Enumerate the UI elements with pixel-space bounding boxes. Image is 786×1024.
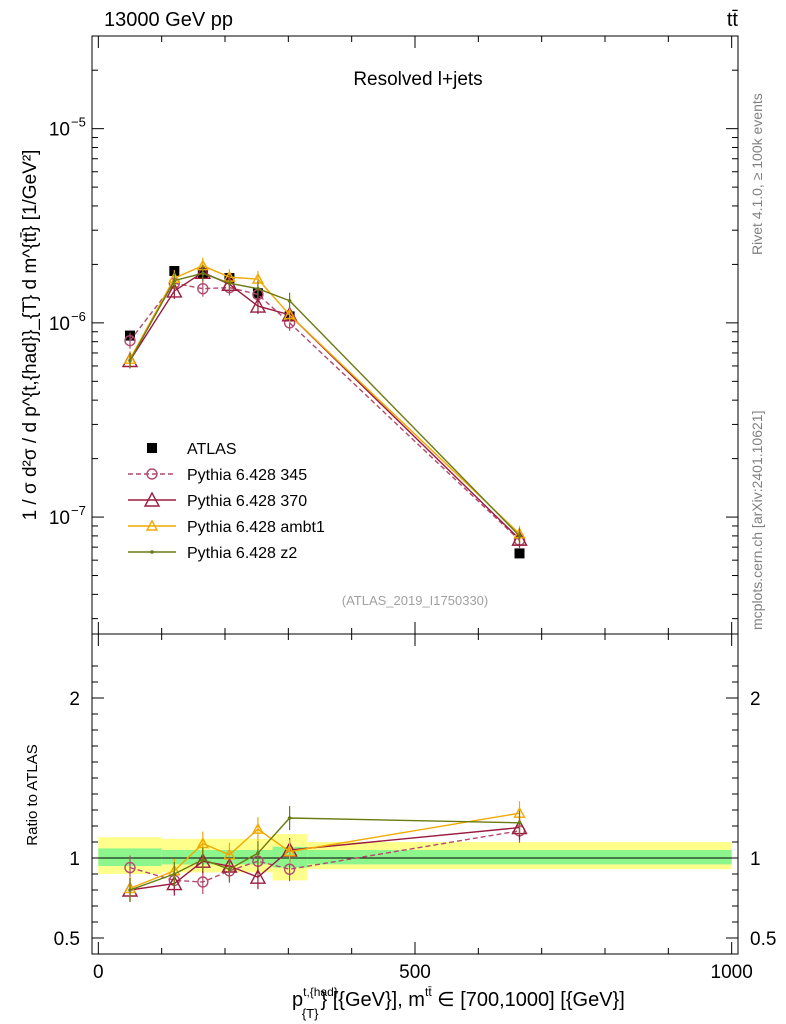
ratio-point (256, 851, 260, 855)
ratio-point (172, 872, 177, 876)
legend-marker (145, 519, 159, 531)
legend-label: ATLAS (187, 441, 237, 458)
legend-label: Pythia 6.428 z2 (187, 545, 297, 562)
legend-marker (146, 468, 158, 480)
data-point (124, 334, 136, 347)
ratio-tick-label: 0.5 (54, 929, 80, 950)
ratio-panel-frame (91, 633, 739, 955)
legend: ATLAS Pythia 6.428 345 Pythia 6.428 370 Pyt… (128, 441, 325, 562)
data-point (249, 297, 267, 313)
ratio-band-green (161, 850, 187, 865)
ratio-series-layer (121, 801, 528, 902)
ratio-tick-label: 2 (69, 689, 80, 710)
y-tick-label: 10 (49, 314, 70, 335)
y-tick-label: 10 (49, 508, 70, 529)
ratio-tick-label-right: 0.5 (750, 929, 776, 950)
data-point (227, 281, 232, 286)
ratio-axis-ticks: 0.5 0.5 1 1 2 2 (54, 665, 776, 950)
xlabel-tail: ∈ [700,1000] [{GeV}] (432, 989, 625, 1011)
xlabel-rest: } [{GeV}], m (320, 989, 425, 1011)
ratio-point (227, 867, 232, 871)
legend-marker (150, 550, 154, 554)
x-tick-label: 1000 (711, 962, 753, 983)
data-point (511, 530, 528, 546)
legend-marker (147, 443, 157, 453)
ratio-tick-label-right: 1 (750, 849, 761, 870)
ratio-tick-label-right: 2 (750, 689, 761, 710)
header-right: tt̄ (727, 9, 739, 31)
xlabel-sup: t,{had} (303, 985, 338, 999)
ratio-point (517, 821, 522, 825)
legend-label: Pythia 6.428 ambt1 (187, 519, 325, 536)
x-axis-label-text: pt,{had} {T}} [{GeV}], mtt̄ ∈ [700,1000] … (292, 985, 625, 1021)
main-series-layer (121, 257, 528, 559)
data-point (166, 282, 183, 298)
ratio-point (166, 875, 183, 891)
ratio-point (287, 816, 292, 820)
legend-label: Pythia 6.428 345 (187, 467, 307, 484)
ratio-band-green (307, 850, 732, 865)
y-tick-exponent: −5 (71, 115, 86, 130)
xlabel-sub: {T} (302, 1006, 319, 1021)
data-point (283, 308, 296, 320)
ratio-point (201, 857, 205, 862)
ratio-point (197, 876, 209, 888)
data-point (287, 298, 292, 303)
x-tick-label: 0 (93, 962, 104, 983)
main-y-axis-label: 1 / σ d²σ / d p^{t,{had}}_{T} d m^{tt̄} … (20, 150, 41, 521)
ratio-point (283, 845, 296, 857)
y-tick-exponent: −7 (71, 503, 86, 518)
chart-title: Resolved l+jets (353, 69, 482, 90)
x-tick-label: 500 (399, 962, 431, 983)
x-axis-label: pt,{had} {T}} [{GeV}], mtt̄ ∈ [700,1000] … (292, 985, 625, 1021)
data-point (201, 271, 205, 276)
legend-label: Pythia 6.428 370 (187, 493, 307, 510)
analysis-watermark: (ATLAS_2019_I1750330) (342, 593, 488, 608)
xlabel-p: p (292, 989, 303, 1011)
y-tick-exponent: −6 (71, 309, 86, 324)
y-tick-label: 10 (49, 120, 70, 141)
ratio-point (251, 822, 265, 834)
ratio-point (128, 888, 132, 892)
rivet-label: Rivet 4.1.0, ≥ 100k events (749, 93, 765, 255)
data-point (514, 548, 525, 559)
data-point (256, 286, 260, 291)
legend-marker (143, 491, 161, 507)
ratio-tick-label: 1 (69, 849, 80, 870)
main-y-axis-label-text: 1 / σ d²σ / d p^{t,{had}}_{T} d m^{tt̄} … (20, 150, 41, 521)
data-point (172, 278, 177, 283)
data-point (517, 534, 522, 538)
data-point (128, 358, 132, 363)
ratio-point (249, 868, 267, 884)
header-left: 13000 GeV pp (104, 9, 233, 31)
data-point (197, 282, 209, 295)
site-label: mcplots.cern.ch [arXiv:2401.10621] (749, 411, 765, 630)
ratio-point (124, 861, 136, 874)
xlabel-sup2: tt̄ (425, 985, 432, 999)
ratio-point (283, 863, 296, 875)
ratio-y-axis-label: Ratio to ATLAS (24, 744, 41, 845)
